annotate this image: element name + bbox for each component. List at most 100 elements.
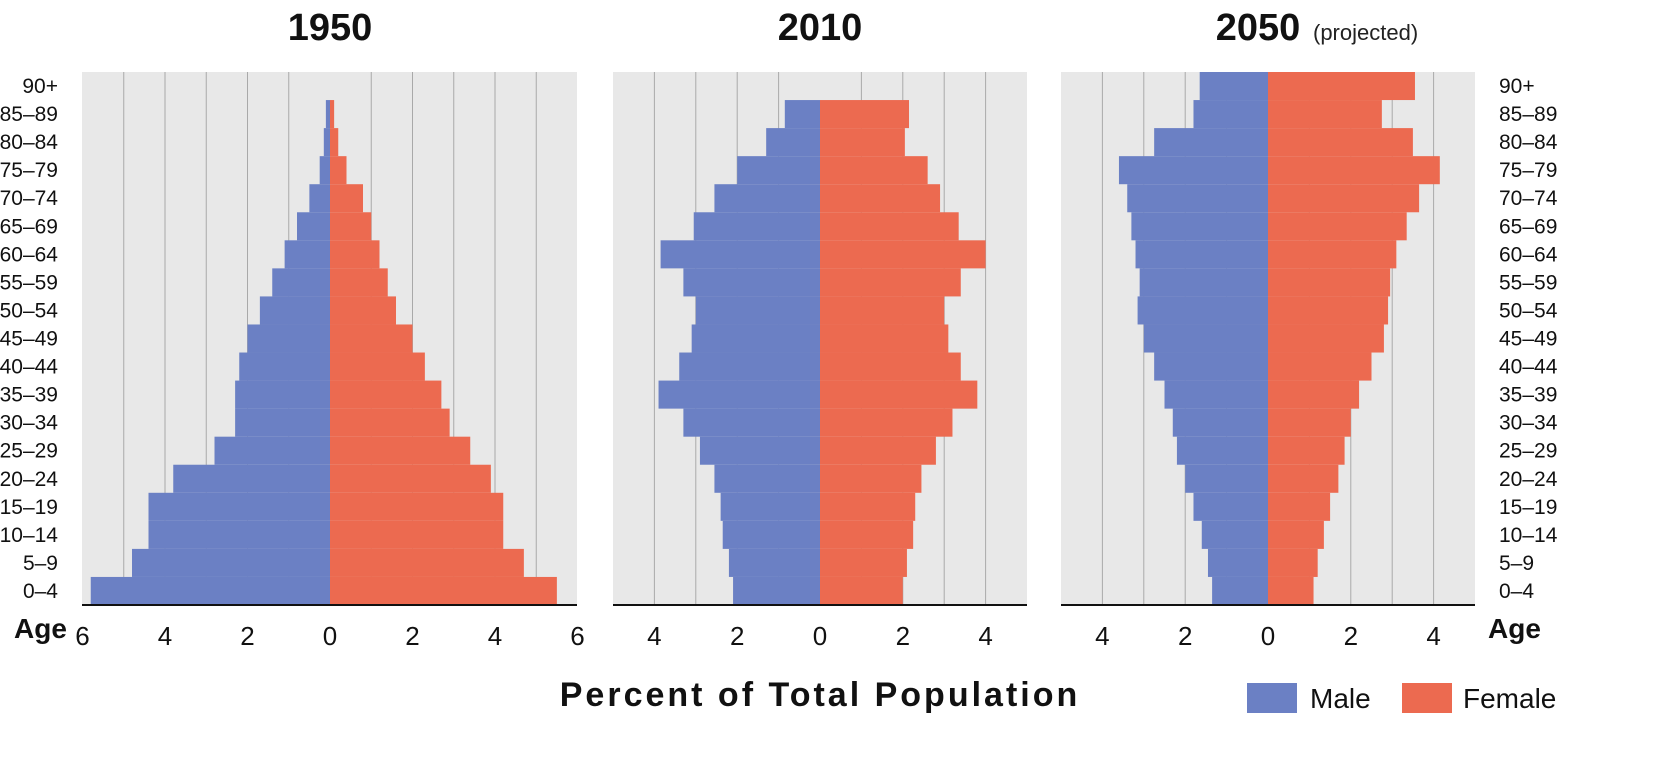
bar-male-65–69 <box>693 212 820 241</box>
age-label-right: 40–44 <box>1499 356 1558 379</box>
x-tick-label: 4 <box>647 621 661 651</box>
bar-male-70–74 <box>1127 184 1268 213</box>
age-label-right: 35–39 <box>1499 384 1557 407</box>
panel-1950: 6 4 2 0 2 4 6 1950 <box>75 7 584 651</box>
bar-female-30–34 <box>330 408 450 437</box>
bar-female-55–59 <box>1268 268 1391 297</box>
age-label-right: 75–79 <box>1499 159 1557 182</box>
bar-male-50–54 <box>1137 296 1268 325</box>
x-tick-label: 2 <box>1344 621 1358 651</box>
bar-male-75–79 <box>737 156 820 185</box>
x-tick-label: 0 <box>813 621 827 651</box>
bar-male-35–39 <box>235 380 330 409</box>
bar-male-30–34 <box>1172 408 1268 437</box>
legend: Male Female <box>1247 683 1556 714</box>
bar-male-15–19 <box>148 492 330 521</box>
bar-male-20–24 <box>1185 464 1268 493</box>
age-axis-title-left: Age <box>14 613 67 644</box>
bar-male-10–14 <box>722 520 820 549</box>
bar-female-15–19 <box>820 492 916 521</box>
age-label-left: 0–4 <box>23 580 58 603</box>
bar-male-20–24 <box>714 464 820 493</box>
bar-female-40–44 <box>820 352 961 381</box>
x-tick-label: 4 <box>978 621 992 651</box>
age-label-left: 10–14 <box>0 524 58 547</box>
bar-female-75–79 <box>1268 156 1440 185</box>
age-label-right: 50–54 <box>1499 299 1558 322</box>
bar-female-20–24 <box>820 464 922 493</box>
bar-male-40–44 <box>1154 352 1268 381</box>
bar-female-70–74 <box>820 184 941 213</box>
bar-female-60–64 <box>330 240 380 269</box>
x-tick-label: 6 <box>75 621 89 651</box>
bar-female-25–29 <box>1268 436 1345 465</box>
bar-male-85–89 <box>784 100 820 129</box>
age-label-left: 60–64 <box>0 243 58 266</box>
panel-title-note: (projected) <box>1313 20 1418 45</box>
bar-female-15–19 <box>1268 492 1331 521</box>
x-tick-label: 4 <box>1426 621 1440 651</box>
age-label-right: 65–69 <box>1499 215 1557 238</box>
bar-female-60–64 <box>1268 240 1397 269</box>
age-label-left: 75–79 <box>0 159 58 182</box>
bar-male-25–29 <box>214 436 330 465</box>
bar-male-5–9 <box>728 548 820 577</box>
bar-female-45–49 <box>1268 324 1384 353</box>
age-label-right: 10–14 <box>1499 524 1558 547</box>
age-label-right: 30–34 <box>1499 412 1558 435</box>
bar-female-45–49 <box>820 324 949 353</box>
bar-male-90+ <box>1199 72 1268 101</box>
bar-male-50–54 <box>695 296 820 325</box>
x-tick-label: 0 <box>323 621 337 651</box>
age-label-right: 85–89 <box>1499 103 1557 126</box>
panel-2010: 4 2 0 2 4 2010 <box>613 7 1027 651</box>
bar-male-15–19 <box>720 492 820 521</box>
bar-male-85–89 <box>1193 100 1268 129</box>
age-label-left: 30–34 <box>0 412 58 435</box>
age-label-right: 45–49 <box>1499 328 1557 351</box>
bar-male-20–24 <box>173 464 330 493</box>
panel-title: 2010 <box>778 7 863 49</box>
age-label-left: 65–69 <box>0 215 58 238</box>
bar-male-85–89 <box>325 100 330 129</box>
age-label-left: 80–84 <box>0 131 58 154</box>
bar-female-20–24 <box>1268 464 1339 493</box>
bar-male-10–14 <box>1201 520 1268 549</box>
bar-male-45–49 <box>691 324 820 353</box>
bar-female-10–14 <box>1268 520 1324 549</box>
age-label-left: 70–74 <box>0 187 58 210</box>
bar-female-10–14 <box>820 520 914 549</box>
bar-female-20–24 <box>330 464 491 493</box>
bar-male-0–4 <box>733 576 820 605</box>
x-tick-label: 2 <box>240 621 254 651</box>
bar-male-45–49 <box>1143 324 1268 353</box>
bar-male-25–29 <box>699 436 820 465</box>
bar-male-70–74 <box>309 184 330 213</box>
bar-female-35–39 <box>820 380 978 409</box>
x-tick-label: 6 <box>570 621 584 651</box>
bar-female-40–44 <box>1268 352 1372 381</box>
x-tick-label: 4 <box>158 621 172 651</box>
age-axis-title-right: Age <box>1488 613 1541 644</box>
panel-2050: 4 2 0 2 4 2050 (projected) <box>1061 7 1475 651</box>
bar-female-80–84 <box>330 128 339 157</box>
x-tick-label: 2 <box>896 621 910 651</box>
bar-female-40–44 <box>330 352 425 381</box>
legend-label-male: Male <box>1310 683 1371 714</box>
bar-female-55–59 <box>330 268 388 297</box>
bar-female-50–54 <box>820 296 945 325</box>
bar-female-50–54 <box>1268 296 1389 325</box>
bar-male-10–14 <box>148 520 330 549</box>
bar-male-30–34 <box>683 408 820 437</box>
bar-female-5–9 <box>1268 548 1318 577</box>
bar-female-50–54 <box>330 296 396 325</box>
bar-male-60–64 <box>284 240 330 269</box>
age-label-right: 70–74 <box>1499 187 1558 210</box>
bar-female-65–69 <box>330 212 372 241</box>
age-label-left: 20–24 <box>0 468 58 491</box>
age-label-left: 50–54 <box>0 299 58 322</box>
panel-title: 2050 <box>1216 7 1301 49</box>
bar-female-80–84 <box>1268 128 1413 157</box>
age-label-right: 5–9 <box>1499 552 1534 575</box>
